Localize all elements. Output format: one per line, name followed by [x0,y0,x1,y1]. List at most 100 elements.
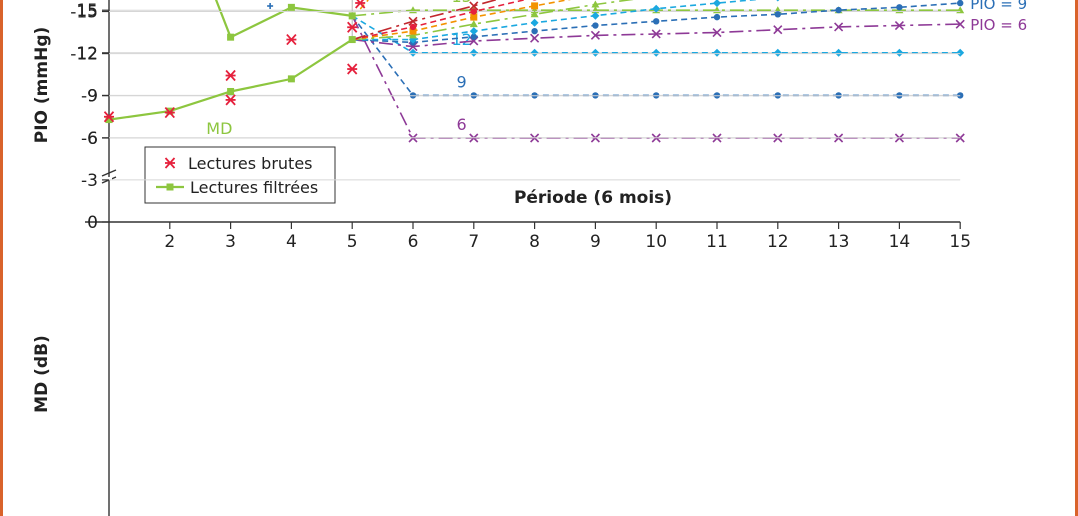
pio-projection-label: 12 [451,30,471,49]
md-series-point [591,0,600,8]
pio-projection-point [652,48,661,57]
pio-raw-point [347,21,358,33]
md-series-point [712,27,722,38]
pio-projection-point [834,48,843,57]
md-series-point [774,11,781,18]
md-series-point [834,22,844,32]
md-line [108,38,353,121]
md-tick-label: -15 [70,3,98,23]
md-series-point [894,20,904,31]
md-tick-label: -6 [81,129,98,149]
md-series-point [470,33,477,40]
pio-projection-point [956,48,965,57]
md-series-point [469,1,479,11]
x-tick-label: 12 [767,232,789,252]
md-tick-label: 0 [87,213,98,233]
x-tick-label: 9 [590,232,601,252]
md-series-point [652,4,661,13]
md-series-point [591,11,600,20]
pio-filtered-line [214,0,353,39]
pio-projection-point [591,48,600,57]
md-line-point [105,116,113,124]
md-line-point [166,107,174,115]
md-series-point [590,30,600,40]
pio-projection-point [713,48,721,57]
x-tick-label: 13 [828,232,850,252]
x-tick-label: 8 [529,232,540,252]
md-grid [109,11,961,181]
md-raw-point [347,63,358,75]
pio-projection-spur [359,0,369,10]
frame-border-right [1075,0,1078,516]
md-series-line [352,0,528,41]
md-tick-label: -12 [70,45,98,65]
md-raw-point [286,33,297,46]
axis-break-gap [106,177,112,180]
x-tick-label: 5 [347,232,358,252]
pio-projection-point [469,48,478,57]
pio-tick-label: 12 [76,44,98,64]
md-series-point [955,19,965,29]
md-tick-label: -9 [81,87,98,107]
md-series-point [957,0,964,7]
pio-filtered-point [348,12,356,20]
x-axis-label: Période (6 mois) [514,188,672,208]
frame-border-left [0,0,3,516]
x-tick-label: 7 [468,232,479,252]
md-series-label: PIO = 9 [970,0,1027,13]
x-tick-label: 11 [706,232,728,252]
md-series-point [470,13,478,21]
legend-raw-marker [164,157,176,169]
x-tick-label: 2 [164,232,175,252]
md-series-point [409,23,417,31]
md-series-point [409,31,417,39]
md-series-point [592,22,599,29]
md-series-point [896,4,903,11]
md-series-point [713,13,721,21]
pio-tick-label: 15 [76,1,98,21]
pio-filtered-point [287,3,295,11]
pio-projection-point [773,48,782,57]
md-series-point [408,16,418,26]
md-series-point [653,18,660,25]
md-tick-label: -3 [81,171,98,191]
md-series-point [530,33,540,43]
legend-filtered-marker [166,183,174,191]
md-series-line [352,0,634,41]
md-series-point [776,0,780,2]
md-raw-point [225,94,236,106]
md-y-ticks: 0-3-6-9-12-15-18-21 [70,3,109,233]
pio-projection-label: 6 [457,115,467,134]
md-series-point [530,18,539,27]
axis-break-mark [101,169,117,177]
pio-y-axis-label: PIO (mmHg) [32,27,52,144]
legend-box [144,146,336,204]
pio-filtered-point [227,33,235,41]
md-series-point [531,27,538,35]
pio-raw-point [225,69,236,82]
md-series-point [469,20,478,28]
md-line-point [287,75,295,83]
md-raw-point [103,111,115,123]
legend-filtered-label: Lectures filtrées [190,178,318,197]
md-series-point [835,6,842,14]
x-tick-label: 14 [889,232,911,252]
pio-plus-point [267,3,274,9]
pio-projection-point [409,48,417,57]
x-ticks: 2 3 4 5 6 7 8 9 10 11 12 13 14 15 [164,222,971,252]
pio-y-ticks: 6 9 12 15 [76,1,109,149]
md-y-axis-label: MD (dB) [32,335,52,413]
x-tick-label: 10 [645,232,667,252]
md-series-point [773,25,783,35]
md-raw-point [164,106,175,119]
pio-tick-label: 6 [87,129,98,149]
pio-projection-label: 9 [457,72,467,91]
pio-projection-point [530,48,539,57]
md-series-point [469,27,478,36]
legend: Lectures brutes Lectures filtrées [144,146,336,204]
md-series-point [470,8,477,15]
md-series-point [713,0,721,8]
x-tick-label: 4 [286,232,297,252]
